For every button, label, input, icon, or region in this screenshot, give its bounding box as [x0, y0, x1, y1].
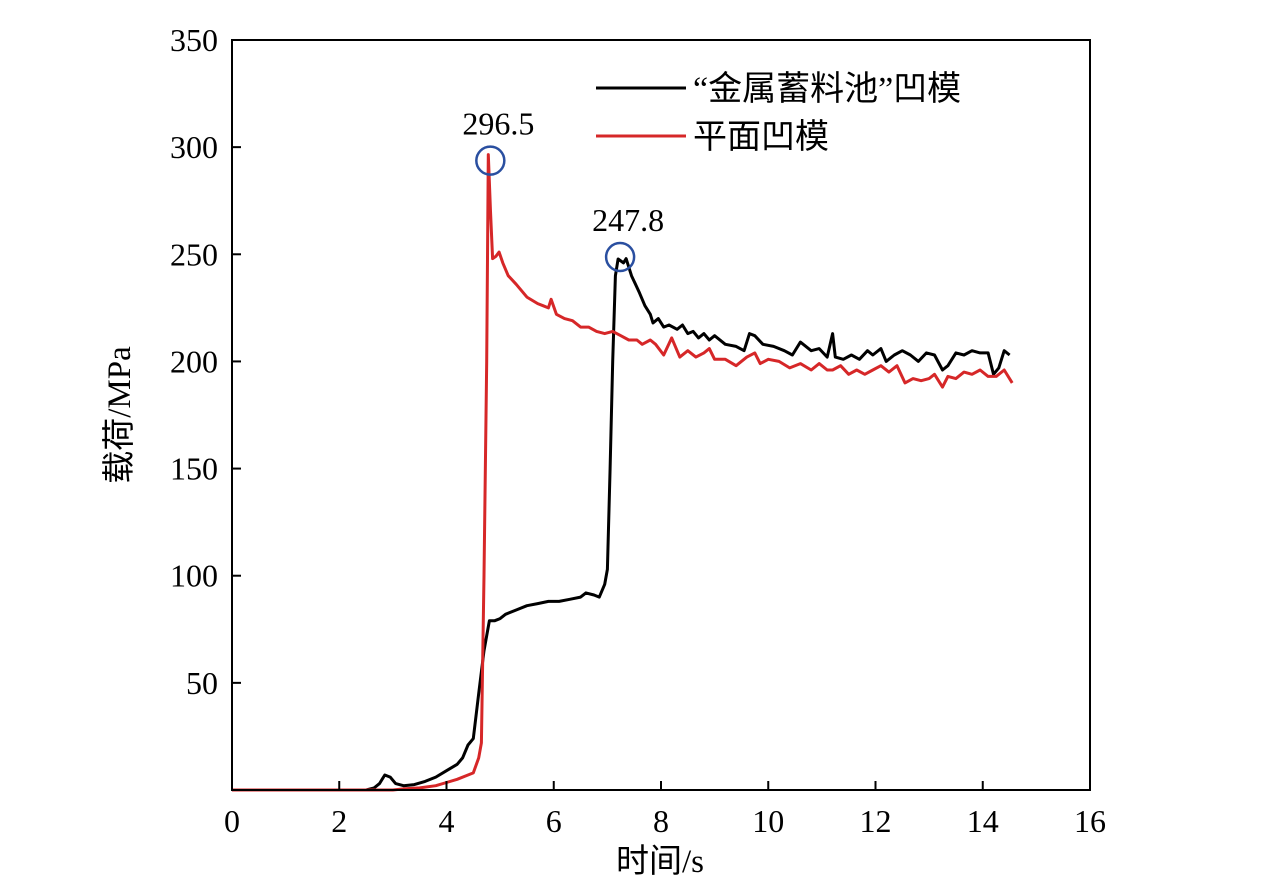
x-tick-label: 2: [331, 803, 347, 839]
plot-lines: [232, 153, 1014, 792]
y-tick-label: 200: [170, 343, 218, 379]
x-tick-label: 8: [653, 803, 669, 839]
x-tick-label: 0: [224, 803, 240, 839]
x-tick-label: 10: [752, 803, 784, 839]
x-tick-label: 14: [967, 803, 999, 839]
peak-value-label: 247.8: [592, 202, 664, 238]
y-axis-ticks: 50 100 150 200 250 300 350: [170, 22, 241, 701]
annotations: 247.8 296.5: [462, 106, 664, 273]
series-line-flat-die: [232, 153, 1014, 792]
legend-label-metal-reservoir-die: “金属蓄料池”凹模: [693, 70, 961, 108]
plot-frame: [231, 39, 1091, 791]
y-axis-label: 载荷/MPa: [101, 346, 138, 484]
y-tick-label: 300: [170, 129, 218, 165]
x-axis-ticks: 0 2 4 6 8 10 12 14 16: [224, 781, 1106, 839]
y-tick-label: 50: [186, 665, 218, 701]
x-tick-label: 6: [546, 803, 562, 839]
peak-marker: [475, 145, 506, 176]
x-axis-label: 时间/s: [616, 844, 704, 880]
x-tick-label: 4: [439, 803, 455, 839]
peak-value-label: 296.5: [462, 106, 534, 142]
y-tick-label: 250: [170, 236, 218, 272]
y-tick-label: 100: [170, 558, 218, 594]
series-line-metal-reservoir-die: [232, 257, 1011, 792]
legend-label-flat-die: 平面凹模: [693, 118, 829, 156]
y-tick-label: 150: [170, 451, 218, 487]
legend: “金属蓄料池”凹模 平面凹模: [596, 70, 961, 156]
y-tick-label: 350: [170, 22, 218, 58]
x-tick-label: 16: [1074, 803, 1106, 839]
peak-marker: [604, 241, 636, 273]
x-tick-label: 12: [860, 803, 892, 839]
